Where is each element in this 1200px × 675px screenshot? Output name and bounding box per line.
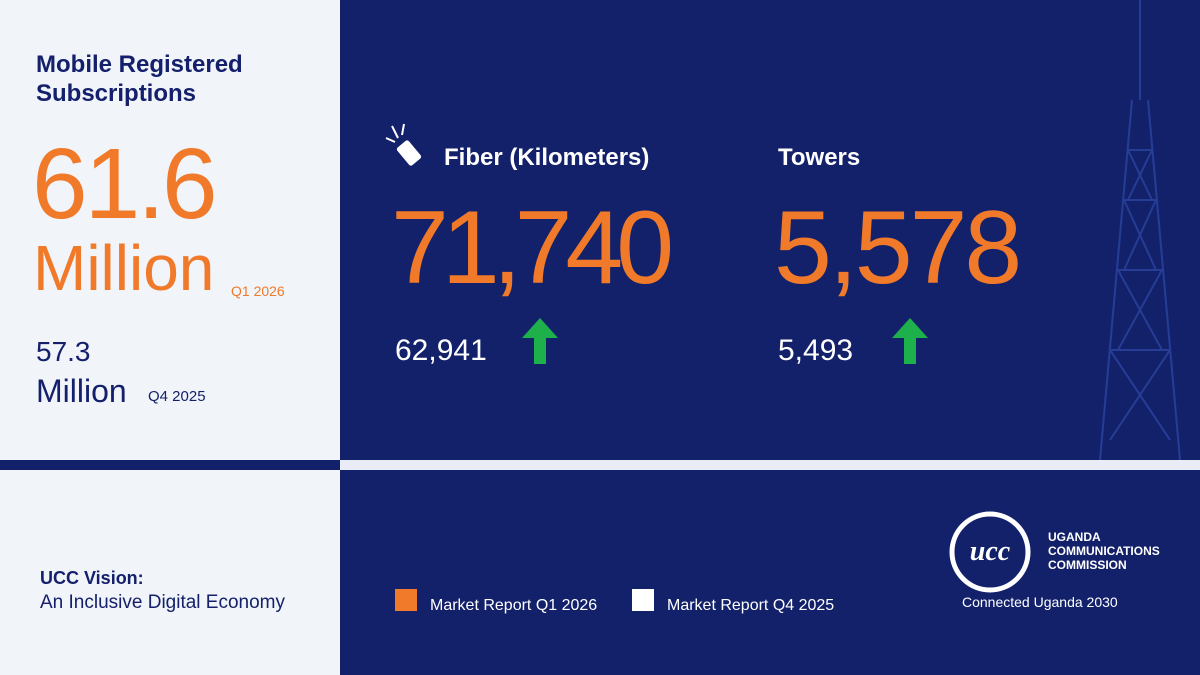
current-value: 61.6 [32, 128, 218, 240]
tower-illustration [1099, 0, 1181, 460]
bottom-left-panel [0, 470, 340, 675]
metric-previous: 5,493 [778, 334, 854, 367]
current-period: Q1 2026 [231, 283, 285, 299]
legend-swatch [632, 589, 654, 611]
logo-tagline: Connected Uganda 2030 [962, 594, 1118, 610]
subscriptions-title: Mobile Registered Subscriptions [36, 51, 243, 107]
legend-label: Market Report Q1 2026 [430, 597, 598, 614]
vision-text: An Inclusive Digital Economy [40, 592, 285, 613]
previous-period: Q4 2025 [148, 388, 206, 405]
previous-value: 57.3 [36, 336, 91, 367]
legend-swatch [395, 589, 417, 611]
divider [340, 460, 1200, 470]
divider [0, 460, 340, 470]
vision-title: UCC Vision: [40, 568, 144, 588]
logo-name: COMMUNICATIONS [1048, 544, 1160, 558]
metric-label: Fiber (Kilometers) [444, 144, 650, 171]
metric-current: 5,578 [774, 190, 1022, 306]
up-arrow [892, 318, 928, 364]
legend-label: Market Report Q4 2025 [667, 597, 835, 614]
logo-name: COMMISSION [1048, 558, 1127, 572]
logo-mark: ucc [970, 536, 1011, 567]
metric-previous: 62,941 [395, 334, 487, 367]
previous-unit: Million [36, 373, 127, 409]
left-panel [0, 0, 340, 460]
metric-label: Towers [778, 144, 861, 171]
current-unit: Million [33, 232, 215, 304]
metric-current: 71,740 [391, 190, 674, 306]
logo-emblem: ucc [949, 511, 1031, 593]
fiber-icon [385, 123, 422, 166]
up-arrow [522, 318, 558, 364]
logo-name: UGANDA [1048, 530, 1101, 544]
